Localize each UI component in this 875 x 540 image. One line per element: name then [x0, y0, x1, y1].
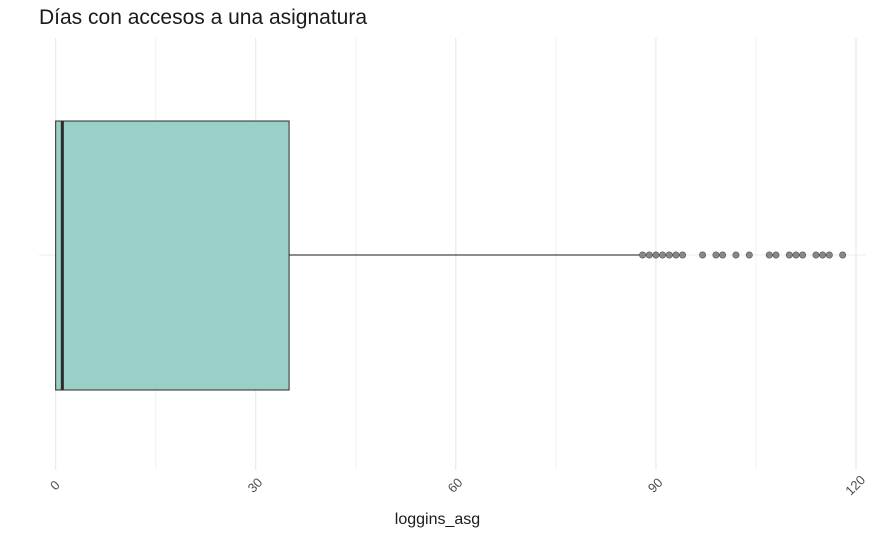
outlier-point	[839, 251, 847, 259]
outlier-point	[679, 251, 687, 259]
x-axis-label: loggins_asg	[394, 511, 481, 528]
outlier-point	[785, 251, 793, 259]
outlier-point	[799, 251, 807, 259]
chart-title: Días con accesos a una asignatura	[39, 6, 368, 29]
x-tick-label: 90	[645, 475, 666, 496]
x-tick-label: 60	[445, 475, 466, 496]
outlier-point	[812, 251, 820, 259]
outlier-point	[659, 251, 667, 259]
outlier-point	[699, 251, 707, 259]
outlier-point	[792, 251, 800, 259]
outlier-point	[719, 251, 727, 259]
outlier-point	[639, 251, 647, 259]
outlier-point	[665, 251, 673, 259]
x-tick-label: 0	[47, 477, 63, 493]
outlier-point	[712, 251, 720, 259]
outlier-point	[772, 251, 780, 259]
outlier-point	[745, 251, 753, 259]
outlier-point	[819, 251, 827, 259]
box	[55, 120, 290, 391]
x-tick-label: 120	[842, 472, 868, 498]
outlier-point	[672, 251, 680, 259]
outlier-point	[652, 251, 660, 259]
outlier-point	[765, 251, 773, 259]
outlier-point	[732, 251, 740, 259]
outlier-point	[825, 251, 833, 259]
boxplot	[55, 120, 640, 391]
outlier-point	[645, 251, 653, 259]
x-axis-ticks: 0 30 60 90 120	[47, 472, 868, 498]
outliers	[639, 251, 847, 259]
x-tick-label: 30	[245, 475, 266, 496]
